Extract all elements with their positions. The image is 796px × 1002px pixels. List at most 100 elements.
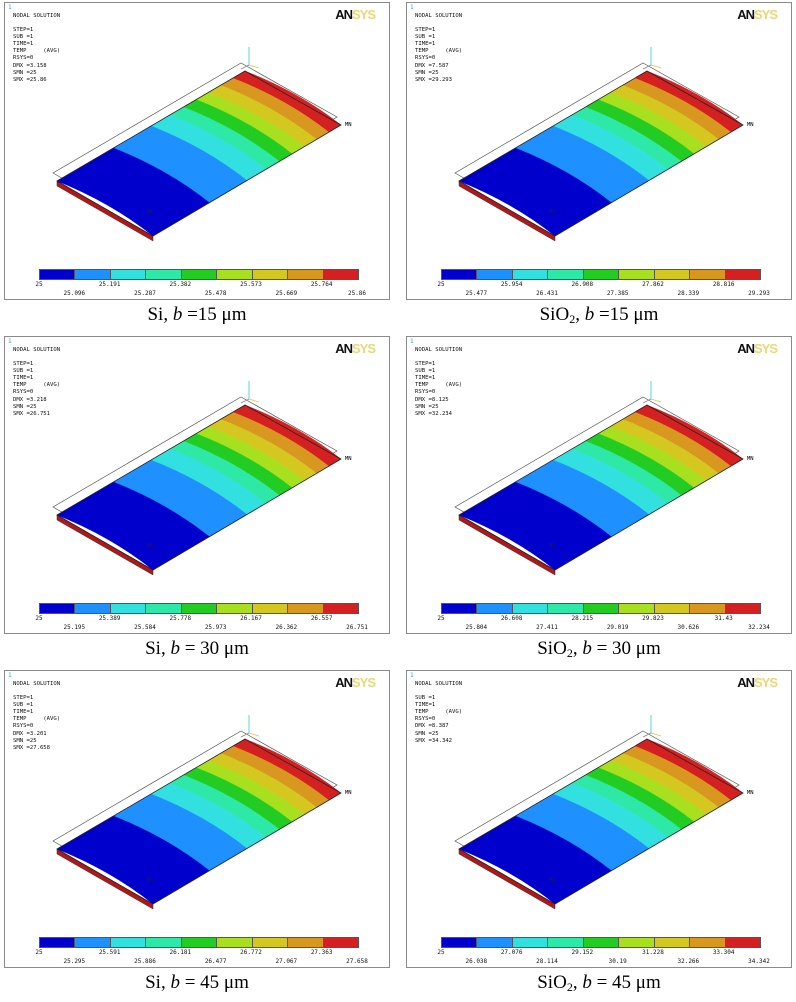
solution-param: STEP=1: [13, 361, 34, 368]
legend-tick-label: 28.339: [677, 290, 700, 297]
legend-tick-label: 32.234: [748, 624, 770, 631]
solution-param: RSYS=0: [13, 55, 34, 62]
caption-variable: b: [170, 972, 180, 993]
axis-triad-z: [240, 64, 250, 70]
solution-param: SMN =25: [415, 730, 439, 737]
plate-border: [56, 70, 342, 237]
min-label: MN: [747, 122, 754, 128]
legend-ticks-bottom: 25.096 25.287 25.478 25.669 25.86: [39, 290, 366, 298]
legend-ticks-bottom: 26.038 28.114 30.19 32.266 34.342: [441, 958, 769, 966]
axis-triad-x: [650, 64, 662, 69]
legend-tick-label: 25.295: [63, 958, 86, 965]
legend-swatch: [548, 270, 584, 279]
color-legend-bar: [441, 937, 761, 948]
legend-swatch: [477, 604, 513, 613]
legend-ticks-bottom: 25.195 25.584 25.973 26.362 26.751: [39, 624, 367, 632]
max-label: MX: [549, 543, 555, 549]
solution-param: TEMP (AVG): [415, 709, 463, 716]
solution-title: NODAL SOLUTION: [13, 347, 61, 353]
legend-swatch: [442, 938, 478, 947]
ansys-logo: ANSYS: [737, 7, 778, 22]
max-label: MX: [147, 209, 153, 215]
legend-swatch: [477, 270, 513, 279]
solution-info: NODAL SOLUTION STEP=1 SUB =1 TIME=1 TEMP (AV…: [415, 13, 462, 84]
solution-param: STEP=1: [13, 27, 34, 34]
caption-equals: =: [591, 638, 613, 659]
solution-param: SUB =1: [415, 368, 436, 375]
max-label: MX: [549, 209, 555, 215]
plot-frame: 1 NODAL SOLUTION STEP=1 SUB =1 TIME=1 TEMP (A…: [406, 336, 792, 634]
legend-ticks-bottom: 25.804 27.411 29.019 30.626 32.234: [441, 624, 769, 632]
legend-tick-label: 25: [437, 949, 445, 956]
plot-frame: 1 NODAL SOLUTION STEP=1 SUB =1 TIME=1 TEMP (A…: [4, 336, 390, 634]
contour-panel: 1 NODAL SOLUTION STEP=1 SUB =1 TIME=1 TEMP (A…: [406, 2, 792, 334]
caption-equals: =: [591, 972, 613, 993]
legend-swatch: [252, 938, 289, 947]
solution-param: SMX =32.234: [415, 410, 453, 417]
caption-value: 15: [609, 304, 629, 325]
color-legend-bar: [39, 937, 359, 948]
legend-tick-label: 25.591: [98, 949, 121, 956]
legend-swatch: [75, 604, 111, 613]
legend-tick-label: 26.431: [536, 290, 558, 297]
min-label: MN: [345, 790, 352, 796]
legend-tick-label: 25: [437, 281, 445, 288]
contour-plot: MN MX: [454, 381, 754, 576]
ansys-logo: ANSYS: [335, 341, 376, 356]
logo-dark-text: AN: [335, 675, 353, 690]
legend-tick-label: 25.382: [169, 281, 192, 288]
legend-tick-label: 25: [35, 281, 43, 288]
logo-dark-text: AN: [737, 341, 755, 356]
caption-material: SiO: [537, 972, 567, 993]
legend-tick-label: 29.019: [606, 624, 629, 631]
legend-tick-label: 25.764: [310, 281, 333, 288]
legend-tick-label: 25.477: [465, 290, 488, 297]
caption-equals: =: [179, 638, 201, 659]
legend-tick-label: 34.342: [748, 958, 770, 965]
caption-variable: b: [582, 638, 592, 659]
axis-triad-x: [248, 732, 260, 737]
legend-tick-label: 25.954: [500, 281, 523, 288]
legend-tick-label: 26.167: [240, 615, 262, 622]
contour-panel: 1 NODAL SOLUTION STEP=1 SUB =1 TIME=1 TEMP (A…: [406, 336, 792, 668]
logo-light-text: SYS: [753, 7, 778, 22]
axis-triad-z: [642, 732, 652, 738]
ansys-logo: ANSYS: [737, 341, 778, 356]
legend-swatch: [323, 270, 358, 279]
legend-tick-label: 27.067: [275, 958, 298, 965]
solution-param: SMN =25: [13, 737, 37, 744]
solution-param: TEMP (AVG): [415, 48, 463, 55]
caption-variable: b: [170, 638, 180, 659]
legend-swatch: [323, 938, 358, 947]
legend-swatch: [40, 270, 76, 279]
legend-tick-label: 26.751: [346, 624, 368, 631]
caption-material: SiO: [537, 638, 567, 659]
legend-swatch: [654, 938, 691, 947]
legend-tick-label: 30.19: [608, 958, 627, 965]
window-number: 1: [410, 4, 414, 11]
ansys-logo: ANSYS: [335, 675, 376, 690]
caption-variable: b: [172, 304, 183, 325]
color-legend-bar: [441, 603, 761, 614]
legend-tick-label: 25.478: [204, 290, 227, 297]
solution-param: STEP=1: [415, 27, 436, 34]
legend-tick-label: 26.477: [204, 958, 227, 965]
legend-tick-label: 26.181: [169, 949, 192, 956]
solution-param: SMN =25: [13, 69, 37, 76]
legend-swatch: [323, 604, 358, 613]
legend-swatch: [583, 604, 620, 613]
legend-tick-label: 31.228: [642, 949, 664, 956]
legend-swatch: [181, 604, 218, 613]
contour-plot: MN MX: [454, 715, 754, 910]
solution-info: NODAL SOLUTION STEP=1 SUB =1 TIME=1 TEMP (AV…: [415, 347, 462, 418]
solution-info: NODAL SOLUTION SUB =1 TIME=1 TEMP (AVG) RSYS…: [415, 681, 462, 745]
logo-light-text: SYS: [753, 675, 778, 690]
solution-info: NODAL SOLUTION STEP=1 SUB =1 TIME=1 TEMP (AV…: [13, 347, 60, 418]
solution-param: TIME=1: [13, 709, 34, 716]
solution-param: SUB =1: [13, 368, 34, 375]
caption-subscript: 2: [566, 980, 573, 994]
legend-swatch: [690, 604, 726, 613]
caption-equals: =: [179, 972, 201, 993]
solution-param: SMN =25: [415, 69, 439, 76]
window-number: 1: [8, 672, 12, 679]
